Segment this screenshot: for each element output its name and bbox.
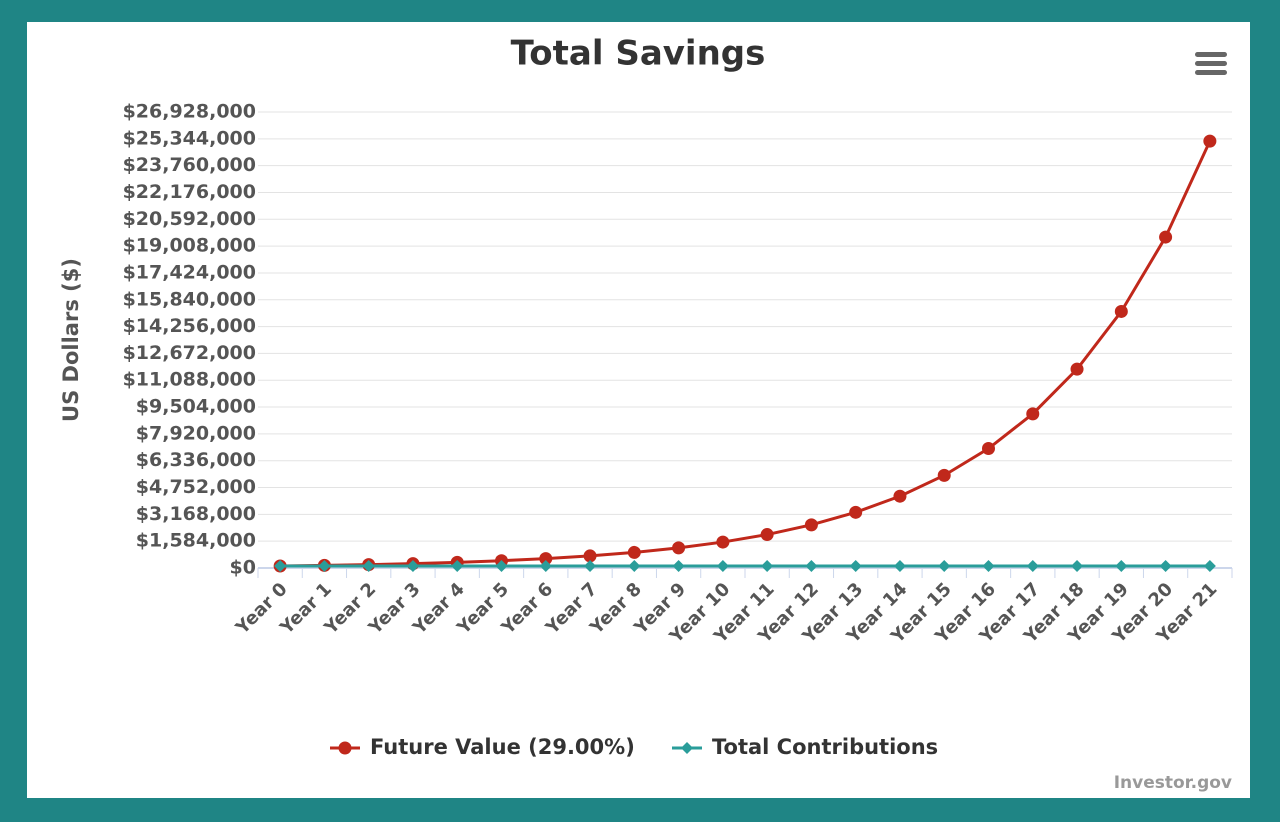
y-tick-label: $26,928,000 xyxy=(123,101,256,123)
point xyxy=(1070,362,1084,376)
y-tick-label: $19,008,000 xyxy=(123,235,256,257)
point xyxy=(672,559,685,572)
point xyxy=(539,552,553,566)
point xyxy=(716,535,730,549)
point xyxy=(539,559,552,572)
legend-marker xyxy=(338,741,352,755)
point xyxy=(627,545,641,559)
point xyxy=(893,559,906,572)
point xyxy=(849,505,863,519)
point xyxy=(893,489,907,503)
y-tick-label: $23,760,000 xyxy=(123,154,256,176)
point xyxy=(451,559,464,572)
menu-button[interactable] xyxy=(1195,52,1227,75)
point xyxy=(495,559,508,572)
point xyxy=(1159,559,1172,572)
point xyxy=(982,441,995,455)
y-tick-label: $9,504,000 xyxy=(136,396,256,418)
legend-label: Total Contributions xyxy=(712,735,938,759)
point xyxy=(938,559,951,572)
chart-title: Total Savings xyxy=(511,34,766,74)
point xyxy=(628,559,641,572)
point xyxy=(583,549,597,563)
y-tick-label: $3,168,000 xyxy=(136,503,256,525)
point xyxy=(406,559,419,572)
point xyxy=(760,528,774,542)
point xyxy=(362,559,375,572)
y-tick-label: $11,088,000 xyxy=(123,369,256,391)
y-tick-label: $6,336,000 xyxy=(136,449,256,471)
y-tick-label: $7,920,000 xyxy=(136,422,256,444)
y-axis-title: US Dollars ($) xyxy=(59,258,83,422)
point xyxy=(761,559,774,572)
point xyxy=(1026,407,1040,421)
legend-item[interactable]: Future Value (29.00%) xyxy=(330,735,635,759)
y-tick-label: $1,584,000 xyxy=(136,530,256,552)
point xyxy=(805,559,818,572)
series xyxy=(273,134,1217,573)
legend-label: Future Value (29.00%) xyxy=(370,735,635,759)
y-tick-label: $14,256,000 xyxy=(123,315,256,337)
menu-bar xyxy=(1195,52,1227,57)
point xyxy=(274,559,287,572)
point xyxy=(937,468,951,482)
legend-marker xyxy=(681,742,693,754)
menu-bar xyxy=(1195,61,1227,66)
point xyxy=(1071,559,1084,572)
point xyxy=(1203,134,1217,148)
legend-item[interactable]: Total Contributions xyxy=(672,735,938,759)
y-tick-label: $25,344,000 xyxy=(123,127,256,149)
point xyxy=(1026,559,1039,572)
y-tick-label: $0 xyxy=(230,557,256,579)
point xyxy=(982,559,995,572)
point xyxy=(849,559,862,572)
chart-panel xyxy=(27,22,1250,798)
series-line xyxy=(280,140,1212,568)
point xyxy=(1203,559,1216,572)
series xyxy=(274,559,1216,572)
point xyxy=(318,559,331,572)
y-tick-label: $12,672,000 xyxy=(123,342,256,364)
point xyxy=(1115,559,1128,572)
point xyxy=(1114,304,1128,318)
menu-bar xyxy=(1195,70,1227,75)
point xyxy=(672,541,686,555)
point xyxy=(804,518,818,532)
y-tick-label: $22,176,000 xyxy=(123,181,256,203)
y-tick-label: $20,592,000 xyxy=(123,208,256,230)
y-tick-label: $17,424,000 xyxy=(123,261,256,283)
point xyxy=(584,559,597,572)
point xyxy=(716,559,729,572)
point xyxy=(1159,230,1173,244)
y-tick-label: $15,840,000 xyxy=(123,288,256,310)
credits: Investor.gov xyxy=(1114,773,1232,793)
y-tick-label: $4,752,000 xyxy=(136,476,256,498)
